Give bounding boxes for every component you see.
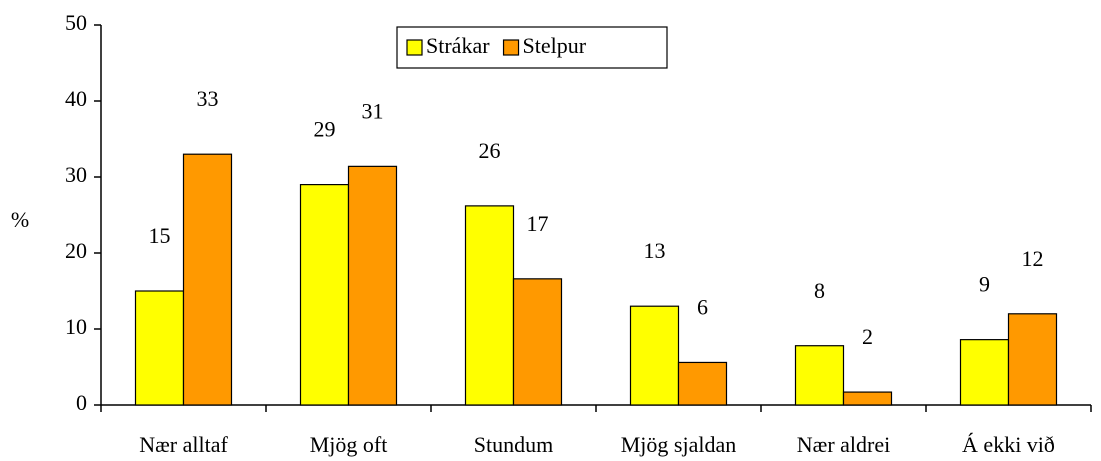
- y-axis-label: %: [11, 207, 29, 232]
- bar: [794, 345, 845, 406]
- y-tick-label: 10: [65, 314, 87, 339]
- bar: [347, 165, 398, 406]
- value-label: 15: [149, 223, 171, 248]
- value-label: 6: [697, 294, 708, 319]
- bar: [182, 153, 233, 406]
- bar: [677, 361, 728, 406]
- y-tick-label: 50: [65, 10, 87, 35]
- value-label: 26: [479, 138, 501, 163]
- bar: [134, 290, 185, 406]
- legend-swatch: [502, 39, 520, 56]
- y-tick-label: 20: [65, 238, 87, 263]
- x-tick-label: Nær aldrei: [797, 432, 890, 457]
- bar: [959, 339, 1010, 406]
- value-label: 31: [362, 98, 384, 123]
- bar: [842, 391, 893, 406]
- y-tick-label: 30: [65, 162, 87, 187]
- value-label: 33: [197, 86, 219, 111]
- x-tick-label: Stundum: [474, 432, 553, 457]
- y-tick-label: 40: [65, 86, 87, 111]
- y-tick-label: 0: [76, 390, 87, 415]
- bar: [629, 305, 680, 406]
- value-label: 8: [814, 278, 825, 303]
- x-tick-label: Mjög oft: [310, 432, 388, 457]
- legend-label: Strákar: [426, 33, 490, 58]
- bar: [1007, 313, 1058, 406]
- bar: [299, 184, 350, 406]
- bar: [464, 205, 515, 406]
- bar: [512, 278, 563, 406]
- legend-label: Stelpur: [523, 33, 587, 58]
- value-label: 17: [527, 211, 549, 236]
- legend-box: [396, 26, 668, 69]
- value-label: 9: [979, 272, 990, 297]
- value-label: 29: [314, 117, 336, 142]
- x-tick-label: Nær alltaf: [139, 432, 228, 457]
- value-label: 2: [862, 324, 873, 349]
- x-tick-label: Mjög sjaldan: [621, 432, 737, 457]
- x-tick-label: Á ekki við: [962, 432, 1055, 457]
- value-label: 13: [644, 238, 666, 263]
- value-label: 12: [1022, 246, 1044, 271]
- legend-swatch: [406, 39, 423, 56]
